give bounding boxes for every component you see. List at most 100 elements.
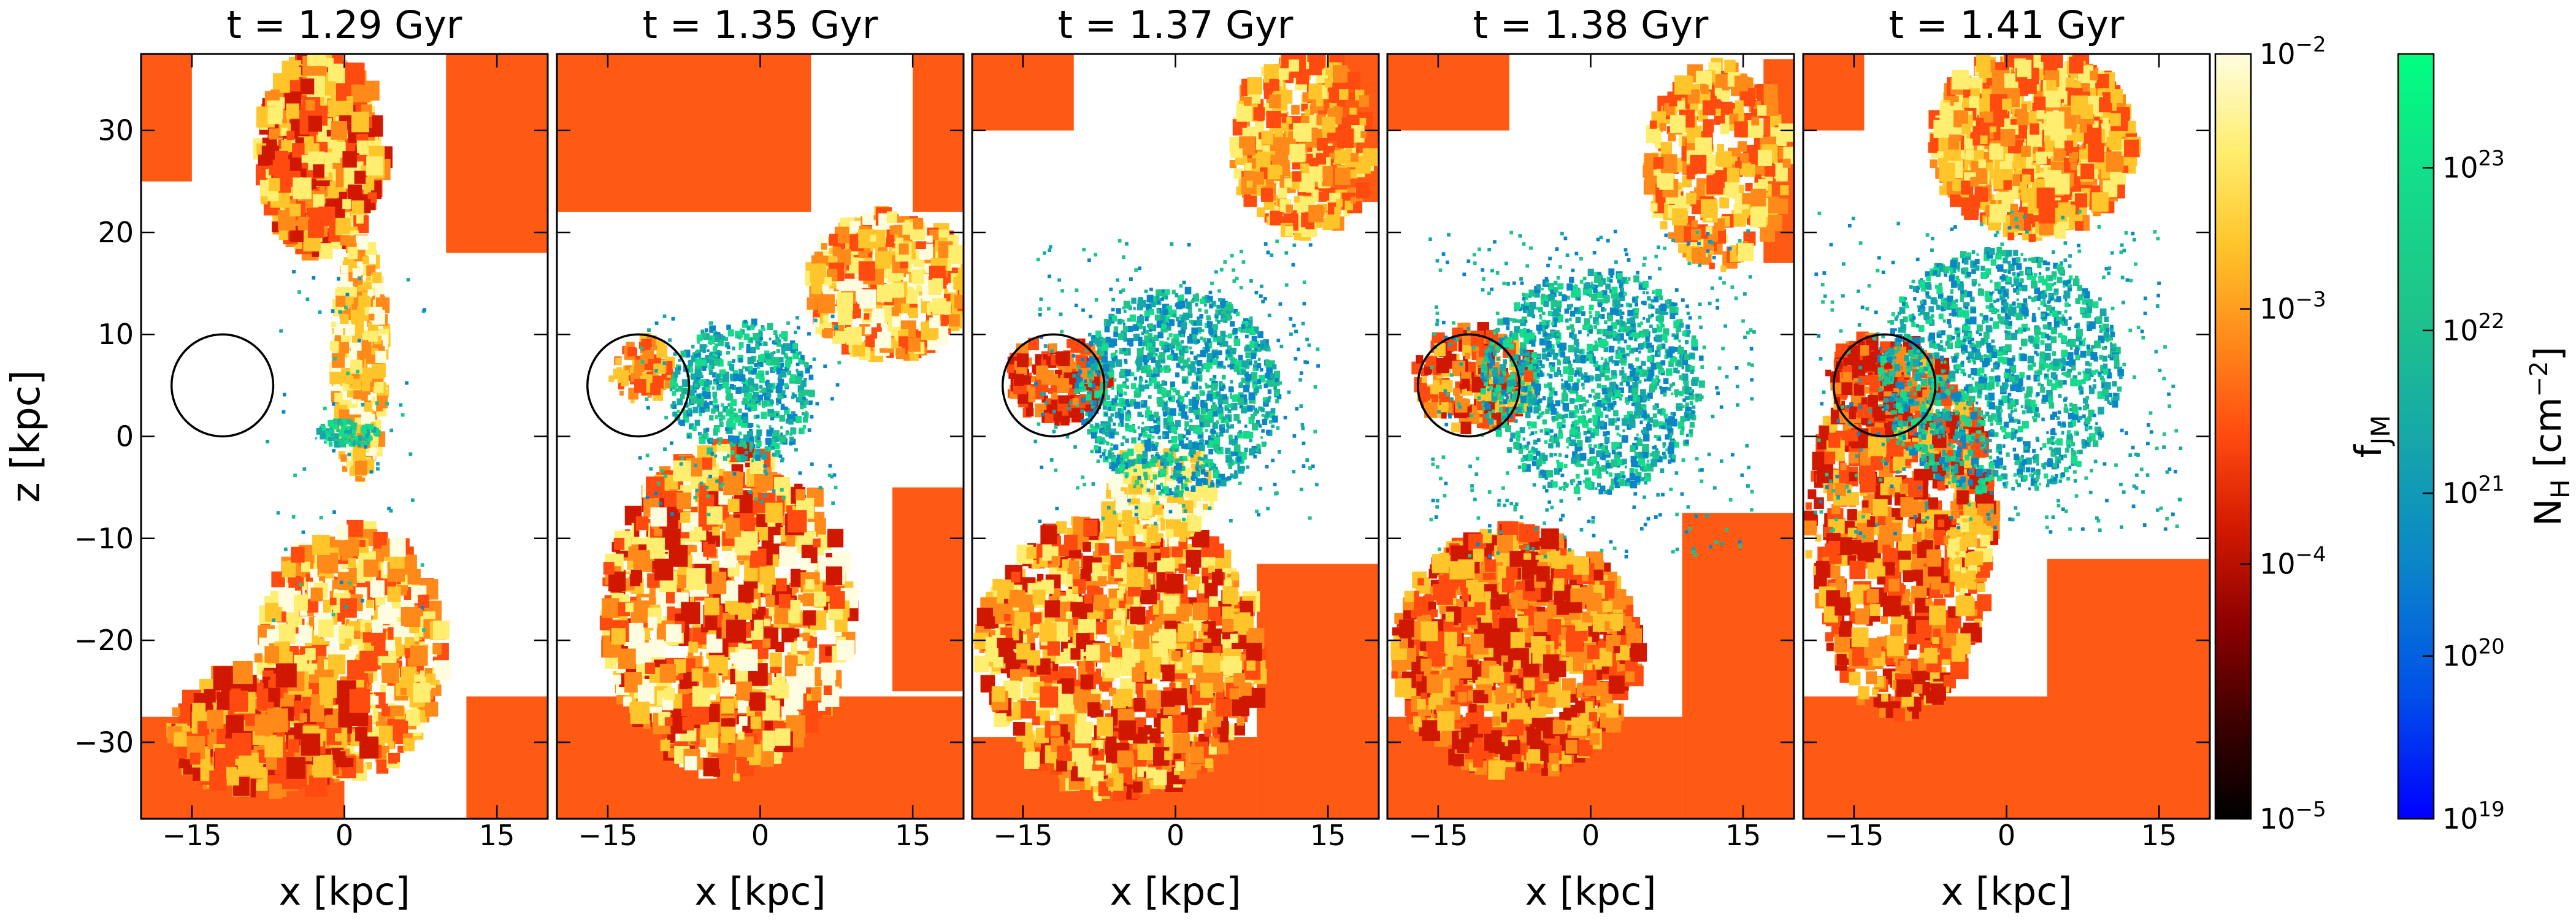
map-cell: [351, 439, 353, 442]
map-cell: [313, 164, 324, 178]
map-cell: [738, 369, 744, 375]
map-cell: [737, 439, 745, 447]
gas-cell: [656, 481, 661, 486]
map-cell: [404, 637, 415, 648]
map-cell: [932, 298, 947, 315]
map-cell: [1135, 683, 1145, 694]
map-cell: [368, 313, 375, 321]
map-cell: [326, 58, 334, 67]
map-cell: [705, 406, 710, 412]
gas-cell: [759, 336, 764, 340]
map-cell: [301, 155, 309, 163]
map-cell: [822, 284, 830, 293]
map-cell: [821, 329, 829, 338]
map-cell: [776, 413, 779, 416]
gas-cell: [705, 485, 709, 489]
map-cell: [365, 437, 369, 441]
map-cell: [954, 294, 964, 309]
gas-cell: [726, 371, 729, 375]
map-cell: [734, 415, 742, 423]
map-cell: [366, 599, 374, 608]
map-cell: [683, 410, 689, 418]
map-cell: [232, 661, 253, 684]
map-cell: [311, 143, 320, 153]
map-cell: [718, 377, 723, 381]
map-cell: [297, 217, 310, 231]
map-cell: [348, 558, 356, 568]
map-cell: [694, 376, 701, 385]
map-cell: [738, 336, 742, 340]
map-cell: [742, 459, 745, 462]
map-cell: [773, 477, 791, 496]
map-cell: [700, 332, 707, 339]
map-cell: [778, 334, 782, 337]
map-cell: [786, 356, 792, 364]
map-cell: [272, 159, 290, 180]
map-cell: [738, 347, 742, 350]
map-cell: [371, 426, 377, 433]
map-cell: [747, 403, 752, 408]
map-cell: [688, 642, 699, 653]
y-tick-label: 20: [98, 216, 134, 249]
map-cell: [916, 285, 922, 292]
gas-cell: [410, 498, 415, 502]
map-cell: [689, 531, 699, 541]
map-cell: [665, 624, 682, 642]
map-cell: [358, 295, 370, 309]
map-cell: [755, 454, 761, 461]
gas-cell: [345, 293, 350, 297]
map-cell: [790, 374, 796, 381]
map-cell: [713, 334, 720, 342]
map-cell: [670, 380, 677, 388]
map-cell: [373, 301, 378, 307]
map-cell: [708, 655, 725, 674]
map-cell: [775, 449, 780, 454]
map-cell: [837, 640, 855, 661]
map-cell: [741, 531, 758, 551]
gas-cell: [323, 407, 327, 410]
map-cell: [691, 703, 709, 725]
map-cell: [777, 437, 781, 441]
map-cell: [764, 342, 768, 347]
map-cell: [694, 369, 702, 377]
map-cell: [374, 640, 388, 656]
map-cell: [332, 154, 340, 163]
map-cell: [305, 99, 315, 111]
map-cell: [349, 420, 354, 426]
gas-cell: [662, 361, 667, 366]
gas-cell: [331, 402, 335, 406]
map-cell: [288, 575, 302, 591]
map-cell: [688, 367, 694, 373]
map-cell: [635, 516, 649, 531]
map-cell: [369, 447, 377, 456]
map-cell: [260, 196, 268, 205]
map-cell: [367, 289, 374, 296]
map-cell: [702, 391, 707, 396]
map-cell: [708, 370, 713, 375]
map-cell: [608, 375, 615, 382]
gas-cell: [732, 472, 737, 476]
x-axis-label: x [kpc]: [278, 869, 410, 914]
map-cell: [254, 653, 263, 663]
map-cell: [1035, 739, 1041, 748]
map-cell: [307, 54, 326, 66]
map-cell: [755, 372, 761, 379]
map-cell: [351, 242, 357, 249]
map-cell: [672, 412, 677, 417]
gas-cell: [272, 618, 276, 623]
gas-cell: [364, 445, 368, 449]
map-cell: [226, 715, 244, 737]
map-cell: [308, 115, 323, 132]
map-cell: [759, 385, 763, 389]
gas-cell: [399, 403, 403, 407]
map-cell: [691, 668, 703, 682]
map-cell: [787, 370, 792, 375]
map-cell: [331, 321, 336, 328]
map-cell: [647, 616, 657, 628]
map-cell: [757, 436, 761, 440]
gas-cell: [645, 397, 649, 401]
gas-cell: [781, 404, 785, 408]
